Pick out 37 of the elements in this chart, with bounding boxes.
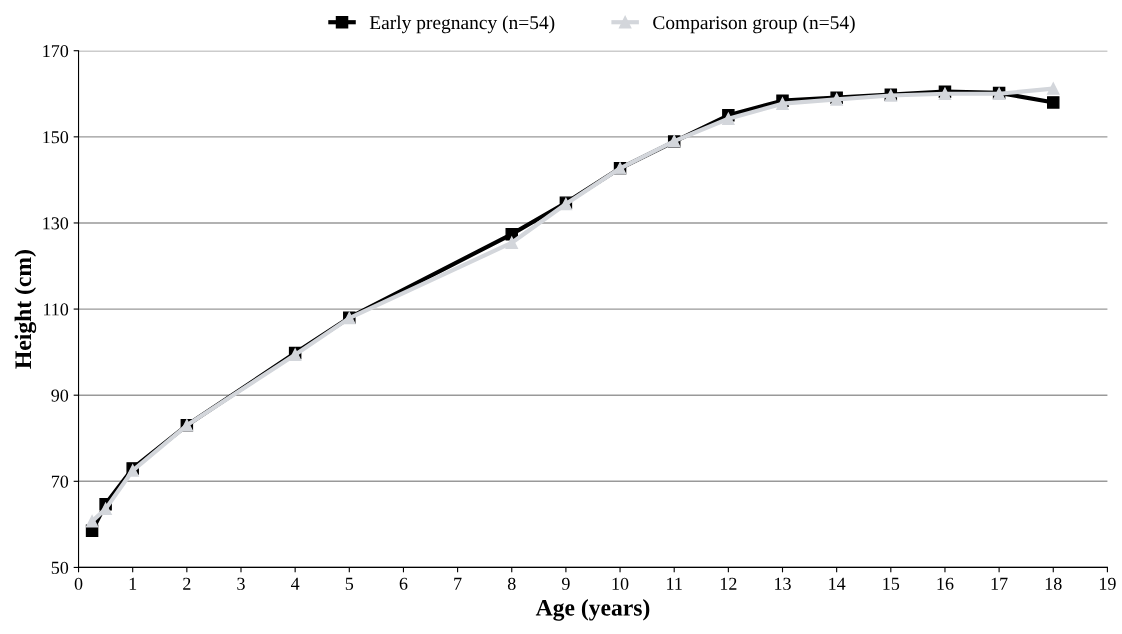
point	[1047, 82, 1060, 95]
x-tick-label: 14	[829, 577, 846, 590]
y-tick-label: 170	[43, 44, 69, 58]
point	[99, 502, 112, 516]
x-tick-label: 13	[775, 577, 791, 590]
y-tick-label: 90	[51, 389, 69, 402]
x-tick-label: 3	[237, 577, 245, 590]
point	[722, 112, 735, 126]
x-tick-label: 0	[74, 577, 83, 590]
y-axis-title: Height (cm)	[14, 250, 37, 369]
x-tick-label: 19	[1099, 577, 1116, 590]
x-tick-label: 4	[290, 577, 300, 590]
x-tick-label: 15	[883, 577, 900, 590]
x-tick-label: 7	[454, 577, 462, 590]
y-tick-label: 70	[51, 475, 69, 488]
y-tick-label: 50	[51, 561, 69, 574]
point	[85, 515, 99, 528]
x-tick-label: 11	[667, 577, 682, 590]
x-tick-label: 5	[345, 577, 354, 590]
x-tick-label: 1	[129, 577, 137, 590]
x-tick-label: 6	[399, 577, 408, 590]
x-tick-label: 8	[507, 577, 516, 590]
point	[505, 236, 519, 250]
x-tick-label: 12	[720, 577, 737, 590]
x-tick-label: 16	[937, 577, 954, 590]
x-tick-label: 17	[991, 577, 1008, 590]
y-tick-label: 110	[44, 303, 69, 316]
y-tick-label: 150	[43, 131, 69, 144]
x-tick-label: 2	[183, 577, 191, 590]
x-tick-label: 9	[561, 577, 570, 590]
x-tick-label: 18	[1045, 577, 1062, 590]
x-axis-title: Age (years)	[535, 599, 650, 621]
x-tick-label: 10	[612, 577, 629, 590]
legend-label: Early pregnancy (n=54)	[369, 15, 555, 34]
legend-label: Comparison group (n=54)	[653, 15, 855, 34]
y-tick-label: 130	[43, 217, 69, 230]
point	[1047, 96, 1060, 109]
